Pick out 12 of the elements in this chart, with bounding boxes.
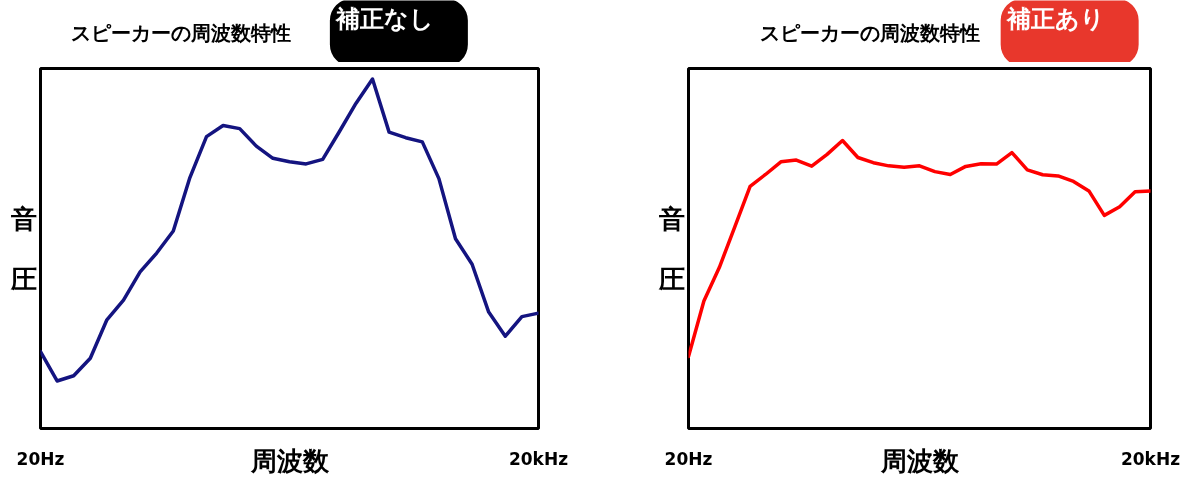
chart-subtitle: 補正なし [334, 4, 434, 33]
y-axis-title: 音圧 [657, 203, 685, 294]
x-tick-label: 20kHz [508, 448, 569, 469]
chart-subtitle: 補正あり [1005, 4, 1105, 33]
chart-title: スピーカーの周波数特性 [760, 20, 981, 45]
x-tick-label: 20kHz [1120, 448, 1181, 469]
y-axis-title: 音圧 [9, 203, 37, 294]
x-tick-label: 20Hz [16, 448, 65, 469]
x-tick-label: 20Hz [664, 448, 713, 469]
x-axis-title: 周波数 [249, 445, 330, 476]
x-axis-title: 周波数 [879, 445, 960, 476]
chart-title: スピーカーの周波数特性 [70, 20, 291, 45]
